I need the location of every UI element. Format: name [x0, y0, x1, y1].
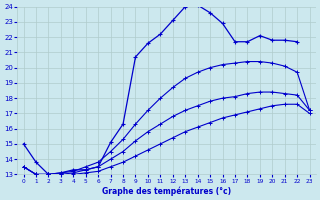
- X-axis label: Graphe des températures (°c): Graphe des températures (°c): [102, 186, 231, 196]
